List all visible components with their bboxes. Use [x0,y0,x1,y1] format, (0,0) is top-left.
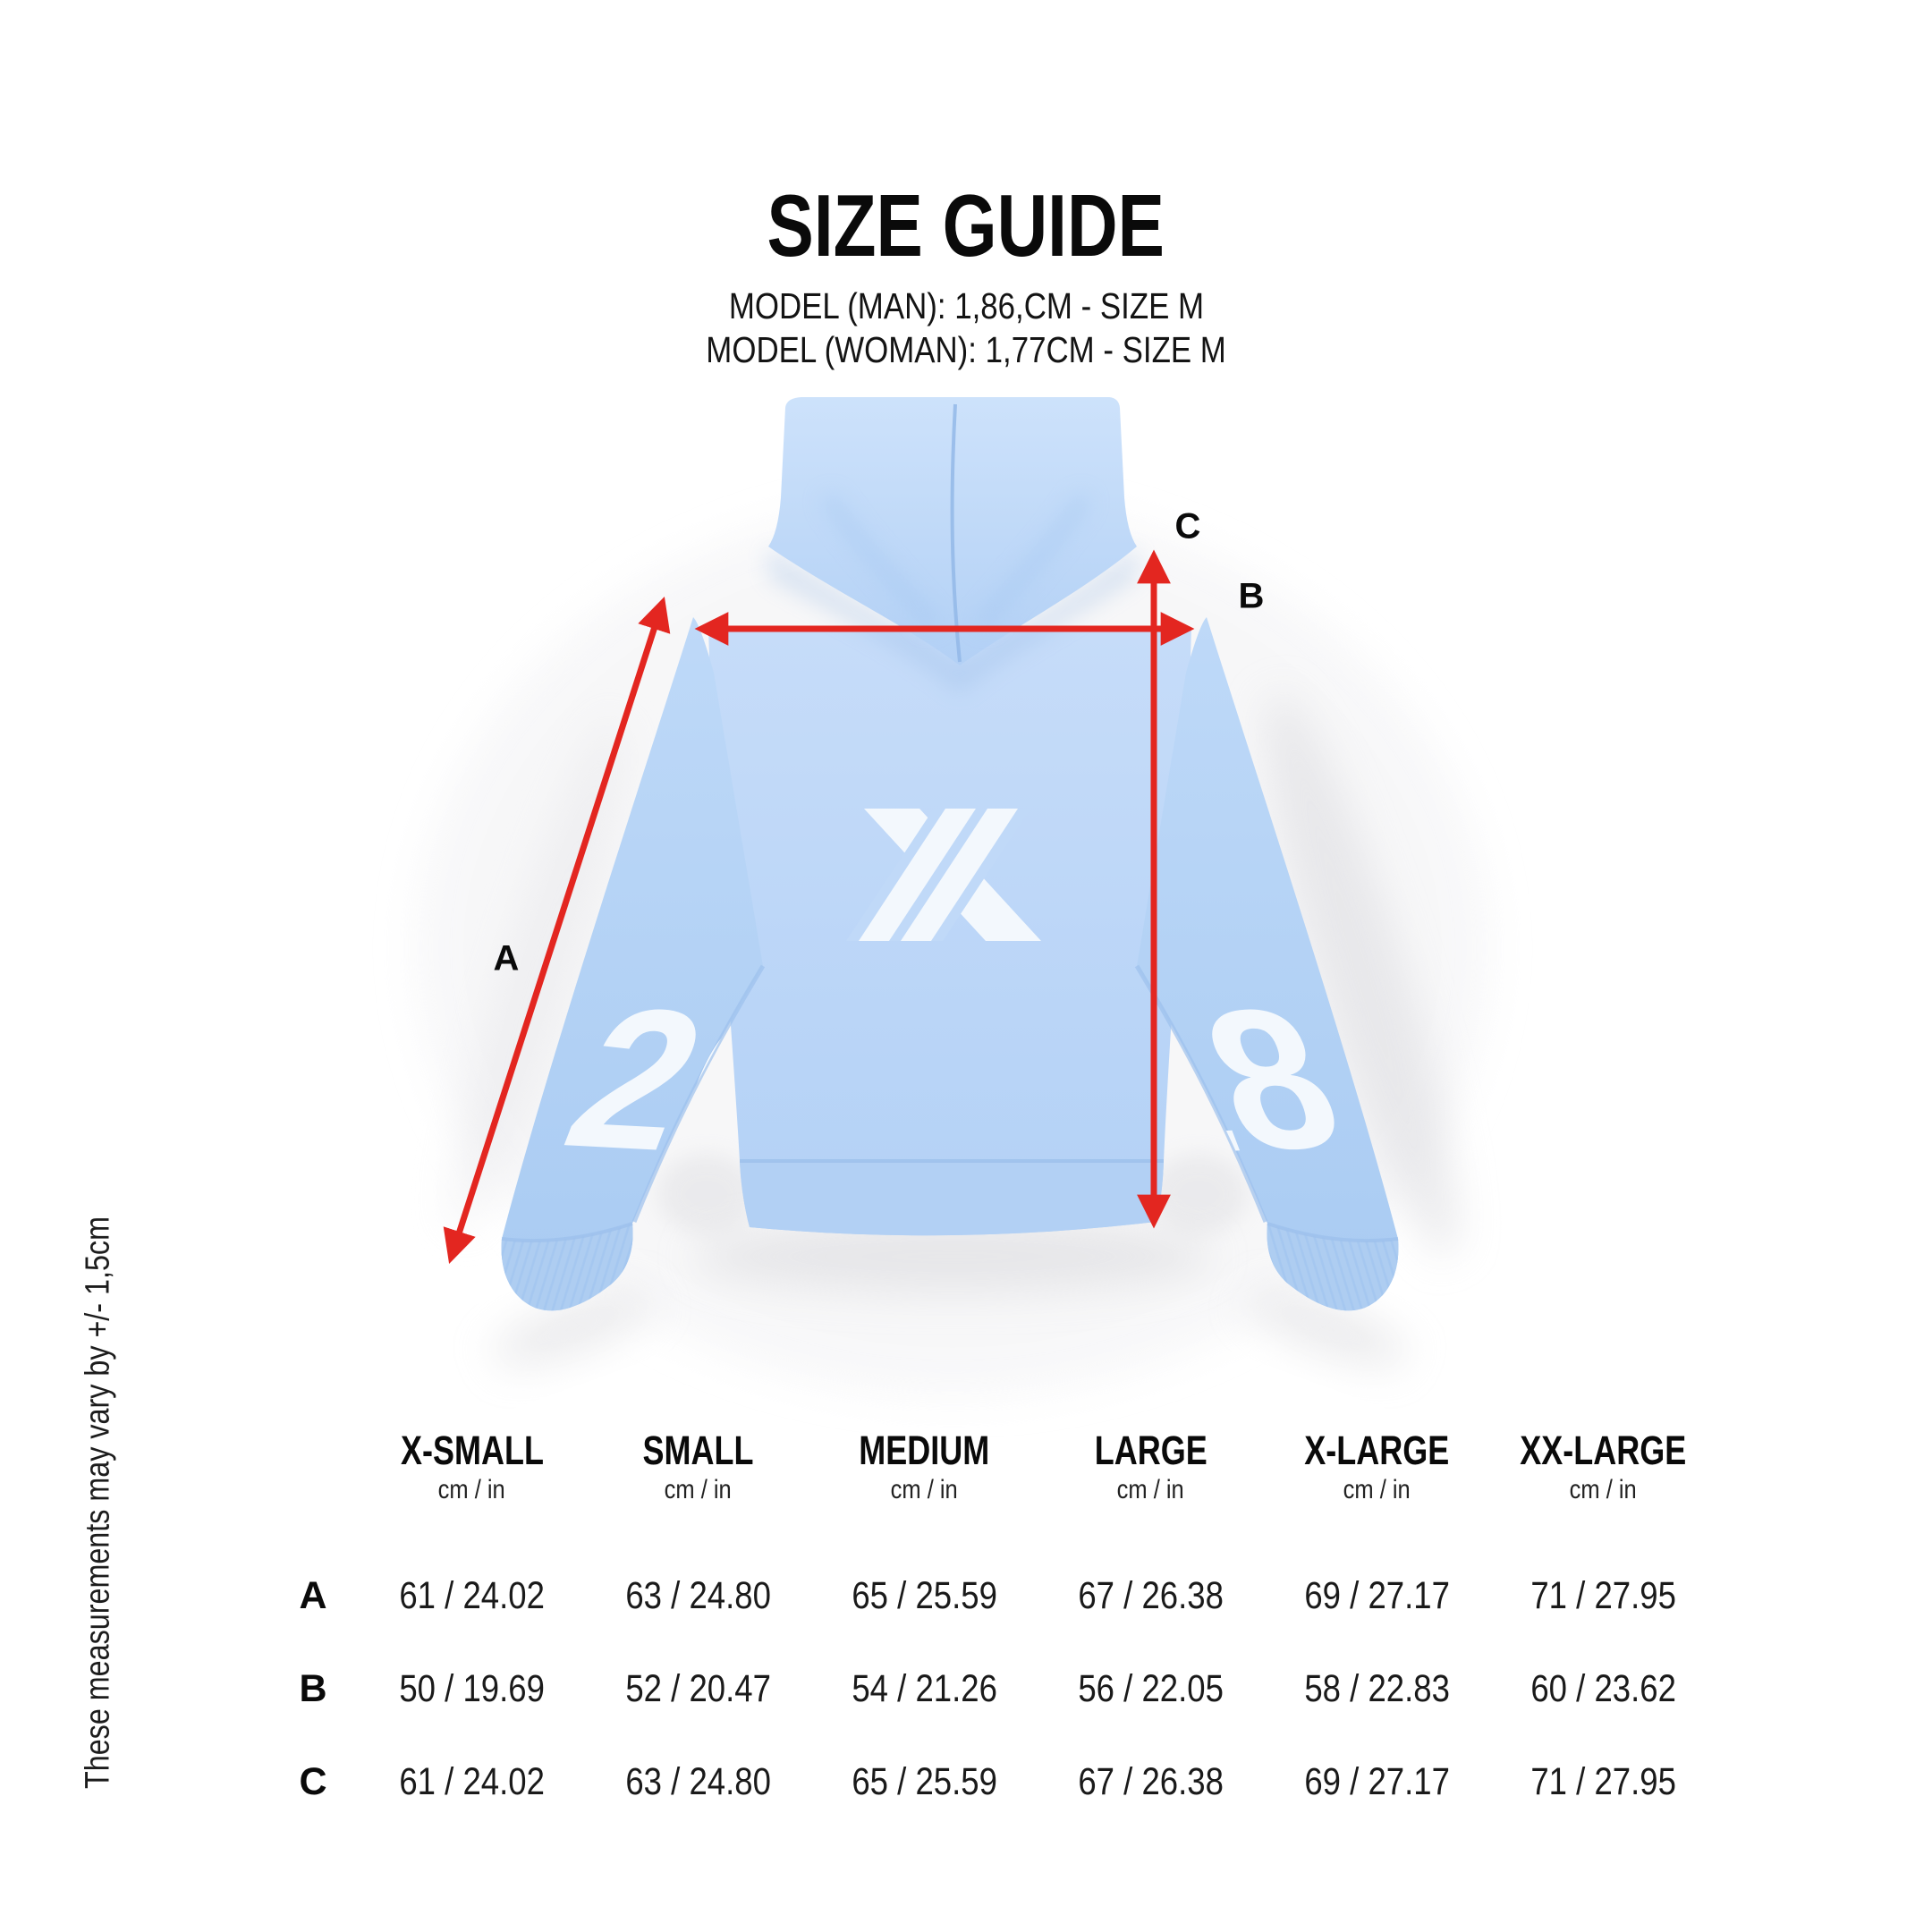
dimension-label-a: A [493,938,520,979]
table-cell: 58 / 22.83 [1304,1666,1450,1710]
column-header-small: SMALL cm / in [642,1428,754,1504]
row-label-c: C [299,1759,327,1803]
dimension-label-c: C [1174,506,1201,547]
table-cell: 50 / 19.69 [399,1666,545,1710]
model-woman-line: MODEL (WOMAN): 1,77CM - SIZE M [706,329,1226,370]
table-cell: 61 / 24.02 [399,1759,545,1803]
model-info: MODEL (MAN): 1,86,CM - SIZE M MODEL (WOM… [0,284,1932,372]
table-cell: 60 / 23.62 [1530,1666,1676,1710]
table-cell: 63 / 24.80 [625,1573,771,1617]
dimension-label-b: B [1238,576,1265,616]
measurement-arrow-a [443,597,671,1264]
column-header-large: LARGE cm / in [1094,1428,1208,1504]
page-title: SIZE GUIDE [767,176,1165,275]
table-cell: 69 / 27.17 [1304,1759,1450,1803]
brand-x-logo [846,809,1041,941]
model-man-line: MODEL (MAN): 1,86,CM - SIZE M [728,285,1204,326]
table-cell: 65 / 25.59 [852,1759,997,1803]
table-cell: 52 / 20.47 [625,1666,771,1710]
column-header-xxlarge: XX-LARGE cm / in [1520,1428,1687,1504]
table-cell: 67 / 26.38 [1078,1573,1224,1617]
table-cell: 71 / 27.95 [1530,1759,1676,1803]
row-label-a: A [299,1573,327,1617]
column-header-xsmall: X-SMALL cm / in [400,1428,544,1504]
size-table: X-SMALL cm / in SMALL cm / in MEDIUM cm … [267,1424,1716,1828]
table-cell: 69 / 27.17 [1304,1573,1450,1617]
table-cell: 71 / 27.95 [1530,1573,1676,1617]
table-cell: 56 / 22.05 [1078,1666,1224,1710]
table-cell: 61 / 24.02 [399,1573,545,1617]
tolerance-note-text: These measurements may vary by +/- 1,5cm [79,1216,117,1789]
column-header-xlarge: X-LARGE cm / in [1304,1428,1450,1504]
table-cell: 63 / 24.80 [625,1759,771,1803]
measurement-arrows [443,549,1195,1264]
row-label-b: B [299,1666,327,1710]
table-cell: 54 / 21.26 [852,1666,997,1710]
table-cell: 65 / 25.59 [852,1573,997,1617]
column-header-medium: MEDIUM cm / in [859,1428,990,1504]
table-cell: 67 / 26.38 [1078,1759,1224,1803]
